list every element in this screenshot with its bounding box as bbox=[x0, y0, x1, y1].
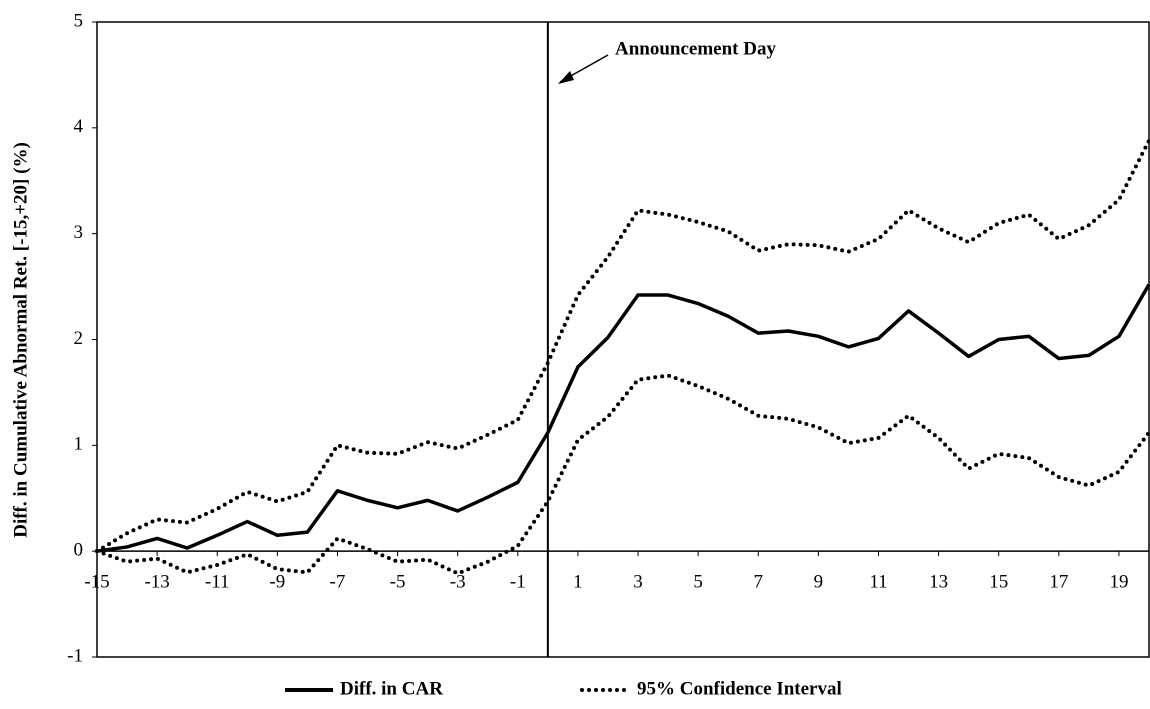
legend-label: 95% Confidence Interval bbox=[637, 678, 842, 699]
y-tick-label: -1 bbox=[67, 645, 83, 666]
x-tick-label: 9 bbox=[814, 572, 824, 593]
annotation-arrowhead bbox=[558, 71, 574, 84]
annotation-text: Announcement Day bbox=[615, 38, 776, 59]
ci-line bbox=[95, 138, 1150, 554]
x-tick-label: 5 bbox=[693, 572, 703, 593]
x-tick-label: -1 bbox=[510, 572, 526, 593]
y-axis-title: Diff. in Cumulative Abnormal Ret. [-15,+… bbox=[10, 142, 31, 538]
x-tick-label: 19 bbox=[1109, 572, 1128, 593]
x-tick-label: 17 bbox=[1049, 572, 1068, 593]
plot-frame bbox=[96, 21, 1150, 658]
y-tick-label: 5 bbox=[74, 10, 84, 31]
y-tick-label: 2 bbox=[74, 328, 84, 349]
legend-label: Diff. in CAR bbox=[340, 678, 443, 699]
y-tick-label: 4 bbox=[74, 116, 84, 137]
ci-line bbox=[95, 373, 1150, 576]
x-tick-label: -5 bbox=[390, 572, 406, 593]
x-tick-label: 13 bbox=[929, 572, 948, 593]
x-tick-label: 15 bbox=[989, 572, 1008, 593]
y-tick-label: 0 bbox=[74, 540, 84, 561]
x-tick-label: -7 bbox=[330, 572, 346, 593]
x-tick-label: 1 bbox=[573, 572, 583, 593]
car-line bbox=[96, 283, 1150, 553]
y-tick-label: 3 bbox=[74, 222, 84, 243]
x-tick-label: -13 bbox=[144, 572, 169, 593]
y-tick-label: 1 bbox=[74, 434, 84, 455]
x-tick-label: -15 bbox=[84, 572, 109, 593]
x-tick-label: -11 bbox=[205, 572, 230, 593]
x-tick-label: -9 bbox=[269, 572, 285, 593]
x-tick-label: 11 bbox=[869, 572, 887, 593]
x-tick-label: 7 bbox=[754, 572, 764, 593]
x-tick-label: -3 bbox=[450, 572, 466, 593]
x-tick-label: 3 bbox=[633, 572, 643, 593]
